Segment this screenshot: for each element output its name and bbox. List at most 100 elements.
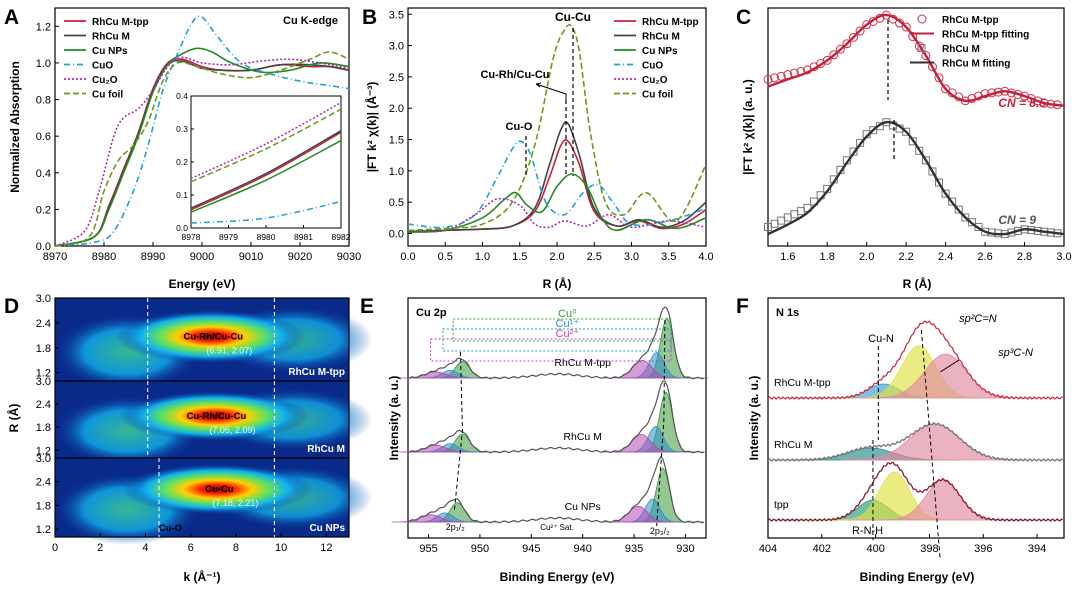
panel-e-xlabel: Binding Energy (eV) <box>500 570 615 584</box>
panel-b-xtick-label: 3.5 <box>661 251 676 263</box>
panel-c-marker-rhcu-m-tpp <box>829 50 839 60</box>
panel-letter-e: E <box>360 295 374 318</box>
panel-c-line-rhcu-m-fitting <box>767 120 1065 236</box>
panel-f-annotation-rnh: R-N-H <box>852 525 883 537</box>
panel-e-xtick-label: 950 <box>471 543 489 555</box>
panel-letter-c: C <box>736 6 751 29</box>
panel-d-ylabel: R (Å) <box>6 404 21 433</box>
panel-a-line-cu-nps <box>54 47 350 247</box>
panel-b-ytick-label: 0.0 <box>389 228 404 240</box>
panel-d-rhcu-m-ytick-label: 1.2 <box>36 445 51 457</box>
panel-c-marker-rhcu-m-tpp <box>914 41 924 51</box>
panel-b-series <box>407 24 707 233</box>
panel-b-annotation-cu-cu: Cu-Cu <box>555 10 591 24</box>
panel-d-maps: Cu-Rh/Cu-Cu (6.91, 2.07) RhCu M-tpp Cu-Rh/C… <box>54 297 373 545</box>
panel-d-xtick-label: 8 <box>233 542 239 554</box>
panel-c-marker-rhcu-m-tpp <box>855 26 865 36</box>
panel-f-annotation-sp2: sp²C=N <box>959 313 997 325</box>
panel-e-rhcu-m-tpp-name: RhCu M-tpp <box>554 357 611 369</box>
panel-e-cu-nps-component <box>391 514 472 523</box>
panel-d-rhcu-m-hotspot <box>119 391 310 441</box>
panel-b-xtick-label: 3.0 <box>624 251 639 263</box>
panel-a-legend-label: CuO <box>92 61 113 72</box>
panel-c-marker-rhcu-m <box>777 216 786 225</box>
panel-c-marker-rhcu-m <box>790 210 799 219</box>
panel-a-legend-label: Cu foil <box>92 90 123 101</box>
panel-f: F N 1s 404 402 400 398 396 394 RhCu M-tppRhCu… <box>736 295 1065 584</box>
panel-b-annotation-cu-rh: Cu-Rh/Cu-Cu <box>480 69 549 81</box>
panel-e-rhcu-m-component <box>602 433 683 453</box>
panel-c-xtick-label: 1.8 <box>820 251 835 263</box>
panel-b-legend: RhCu M-tpp RhCu M Cu NPs CuO Cu₂O Cu foil <box>614 17 699 101</box>
panel-letter-b: B <box>362 6 377 29</box>
panel-c-xtick-label: 2.0 <box>859 251 874 263</box>
panel-c-xtick-label: 2.6 <box>977 251 992 263</box>
panel-f-label: N 1s <box>776 307 799 319</box>
panel-e-peak-label: Cu²⁺ Sat. <box>540 523 574 532</box>
panel-f-rhcu-m-tpp-name: RhCu M-tpp <box>774 377 831 389</box>
panel-c-frame <box>767 7 1065 247</box>
panel-a-inset-line-rhcu-m <box>190 130 342 209</box>
panel-c-marker-rhcu-m <box>954 205 963 214</box>
panel-a-inset-ytick-label: 0.4 <box>176 91 188 101</box>
panel-d-cu-nps-extra-label: Cu-O <box>159 523 182 534</box>
panel-e-species-label: Cu¹⁺ <box>556 318 580 330</box>
panel-c-marker-rhcu-m-tpp <box>934 73 944 83</box>
panel-c-xtick-label: 2.2 <box>898 251 913 263</box>
panel-b-ytick-label: 3.5 <box>389 9 404 21</box>
panel-c-marker-rhcu-m-tpp <box>980 89 990 99</box>
panel-a-xtick-label: 9030 <box>337 251 361 263</box>
panel-b-xtick-label: 4.0 <box>698 251 713 263</box>
panel-d-rhcu-m-name: RhCu M <box>307 444 345 455</box>
panel-b-line-cu-foil <box>407 24 707 232</box>
panel-c-xlabel: R (Å) <box>903 276 932 291</box>
panel-b-legend-label: Cu foil <box>642 90 673 101</box>
panel-e-frame <box>407 297 707 539</box>
panel-d-cu-nps-peak-label: Cu-Cu <box>205 484 234 495</box>
panel-d-xtick-label: 6 <box>188 542 194 554</box>
panel-c-legend: RhCu M-tpp RhCu M-tpp fitting RhCu M RhCu M… <box>910 14 1029 70</box>
panel-a-inset-frame <box>190 95 342 229</box>
panel-d-rhcu-m-tpp-hotspot <box>116 310 307 364</box>
panel-c-xtick-label: 3.0 <box>1056 251 1071 263</box>
panel-f-tpp-name: tpp <box>774 499 789 511</box>
panel-c-marker-rhcu-m <box>941 189 950 198</box>
panel-f-xtick-label: 398 <box>920 543 938 555</box>
panel-e-ylabel: Intensity (a. u.) <box>387 376 401 461</box>
panel-b-ytick-label: 1.0 <box>389 166 404 178</box>
panel-c-marker-rhcu-m-tpp <box>1026 93 1036 103</box>
panel-d: D Cu-Rh/Cu-Cu(6.91, 2.07)RhCu M-tppCu-Rh… <box>4 293 373 584</box>
panel-f-frame <box>767 297 1065 539</box>
panel-letter-d: D <box>4 295 19 318</box>
panel-c-legend-swatch <box>917 14 927 24</box>
panel-c-marker-rhcu-m <box>935 178 944 187</box>
panel-a-ytick-label: 0.6 <box>36 131 51 143</box>
panel-letter-f: F <box>736 295 749 318</box>
panel-c-marker-rhcu-m <box>921 156 930 165</box>
panel-c-marker-rhcu-m <box>902 127 911 136</box>
panel-b-xtick-label: 0.0 <box>400 251 415 263</box>
panel-f-xtick-label: 394 <box>1028 543 1046 555</box>
panel-d-xtick-label: 2 <box>97 542 103 554</box>
panel-c-marker-rhcu-m-tpp <box>842 39 852 49</box>
panel-f-rhcu-m-tpp-envelope <box>767 320 1063 400</box>
panel-a-legend-label: Cu NPs <box>92 46 128 57</box>
panel-e-axes: 955 950 945 940 935 930 <box>419 534 695 555</box>
panel-a-inset-ytick-label: 0.1 <box>176 190 188 200</box>
panel-f-tpp-envelope <box>767 461 1063 522</box>
panel-b-line-cuo <box>407 140 707 229</box>
panel-a-inset-line-cu-o <box>190 101 342 180</box>
panel-e: E Cu 2p 955 950 945 940 935 930 RhCu M-tppRhC… <box>360 295 709 584</box>
panel-f-xtick-label: 396 <box>974 543 992 555</box>
panel-a-xtick-label: 9020 <box>288 251 312 263</box>
panel-a-inset-xtick-label: 8979 <box>219 232 238 242</box>
panel-d-xlabel: k (Å⁻¹) <box>184 569 221 584</box>
panel-e-shift-line <box>656 319 666 527</box>
panel-a-inset-ytick-label: 0.3 <box>176 124 188 134</box>
panel-b-axes: 0.0 0.5 1.0 1.5 2.0 2.5 3.0 3.5 4.0 0.0 0.5 1.0 1.5 2… <box>389 9 714 263</box>
panel-e-label: Cu 2p <box>416 307 447 319</box>
panel-a-xtick-label: 8970 <box>43 251 67 263</box>
panel-c-xtick-label: 2.8 <box>1017 251 1032 263</box>
panel-b-ytick-label: 3.0 <box>389 41 404 53</box>
panel-e-rhcu-m-envelope <box>407 380 704 454</box>
